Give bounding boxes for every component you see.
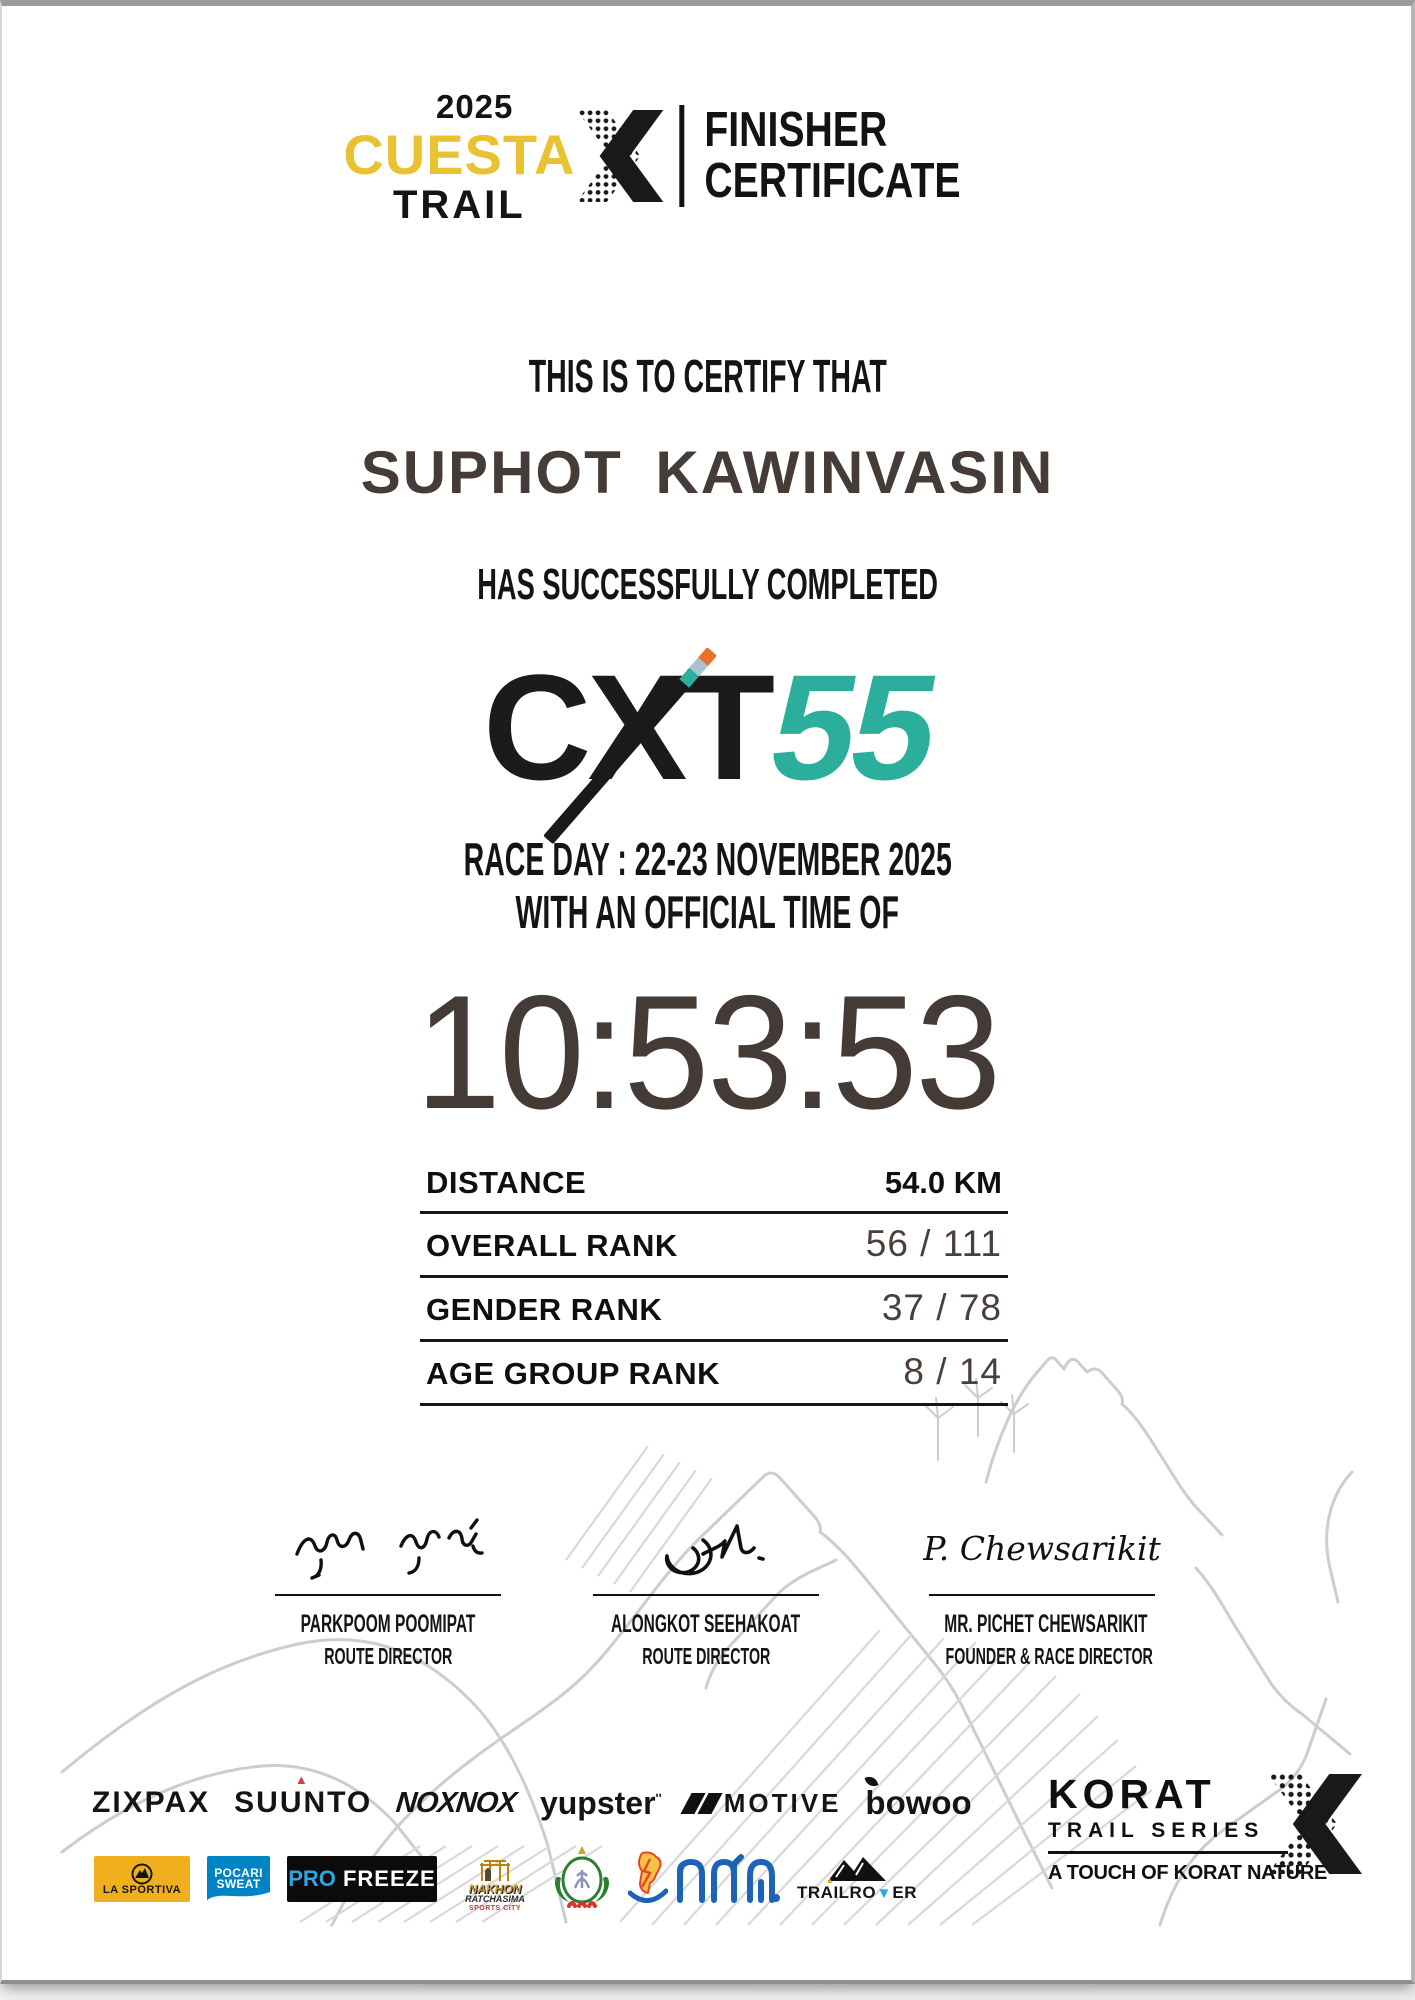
sponsor-motive: MOTIVE (680, 1788, 842, 1819)
time-label: WITH AN OFFICIAL TIME OF (515, 886, 900, 938)
nakhon-monument-icon (480, 1859, 510, 1881)
cuesta-trail-logo: 2025 CUESTA TRAIL (343, 88, 575, 225)
row-label: OVERALL RANK (426, 1228, 678, 1263)
korat-x-icon (1262, 1774, 1362, 1874)
brand-sub: TRAIL (392, 182, 526, 227)
signatory-role: ROUTE DIRECTOR (641, 1643, 771, 1669)
trailrover-wordmark: ▲ TRAILRO ▼ ER (797, 1876, 918, 1902)
row-value: 37 / 78 (881, 1287, 1002, 1328)
sponsor-noxnox: NOXNOX (394, 1786, 518, 1819)
sponsor-yupster: yupsterʹʹ (539, 1784, 662, 1821)
title-line2: CERTIFICATE (704, 154, 961, 209)
signature-1-icon (295, 1518, 484, 1580)
sponsor-trailrover: ▲ TRAILRO ▼ ER (797, 1855, 917, 1903)
trailrover-orange-triangle-icon: ▲ (826, 1876, 835, 1885)
sponsor-nakhon-ratchasima: NAKHON RATCHASIMA SPORTS CITY (454, 1845, 536, 1913)
korat-trail-series-logo: KORAT TRAIL SERIES A TOUCH OF KORAT NATU… (1048, 1774, 1354, 1885)
signature-2-icon (664, 1524, 765, 1576)
sponsor-row-1: ZIXPAX ▲ SUUNTO NOXNOX yupsterʹʹ MOTIVE … (92, 1772, 972, 1822)
race-day: RACE DAY : 22-23 NOVEMBER 2025 (463, 833, 952, 885)
completed-label: HAS SUCCESSFULLY COMPLETED (477, 560, 938, 609)
brand-year: 2025 (435, 88, 514, 125)
event-logo-cxt55: C X T 55 (483, 632, 947, 845)
results-table: DISTANCE 54.0 KM OVERALL RANK 56 / 111 G… (420, 1156, 1008, 1406)
certificate-title: FINISHER CERTIFICATE (704, 105, 1024, 207)
sponsor-la-sportiva: LA SPORTIVA (94, 1856, 190, 1902)
event-logo-t: T (683, 643, 775, 811)
korat-divider (1048, 1851, 1288, 1854)
row-value: 56 / 111 (865, 1223, 1002, 1264)
signatory-3: P. Chewsarikit MR. PICHET CHEWSARIKIT FO… (882, 1506, 1202, 1670)
title-line1: FINISHER (704, 103, 888, 158)
sponsor-suunto: ▲ SUUNTO (234, 1772, 373, 1819)
header-divider (679, 105, 685, 208)
signature-script: P. Chewsarikit (922, 1529, 1161, 1568)
trailrover-mountain-icon (828, 1857, 887, 1881)
event-logo-c: C (483, 643, 591, 811)
sponsor-zixpax: ZIXPAX (92, 1786, 211, 1819)
event-logo-distance: 55 (758, 643, 947, 811)
table-row: GENDER RANK 37 / 78 (420, 1278, 1008, 1342)
signatory-name: MR. PICHET CHEWSARIKIT (944, 1610, 1148, 1638)
suunto-triangle-icon: ▲ (294, 1772, 310, 1787)
table-row: AGE GROUP RANK 8 / 14 (420, 1342, 1008, 1406)
table-row: DISTANCE 54.0 KM (420, 1156, 1008, 1214)
provincial-seal-icon (555, 1846, 609, 1908)
header: 2025 CUESTA TRAIL FINISHER CERTIFICATE (343, 88, 1024, 225)
row-label: GENDER RANK (426, 1292, 663, 1327)
signatory-1: PARKPOOM POOMIPAT ROUTE DIRECTOR (228, 1506, 548, 1670)
sponsor-pro-freeze: PRO FREEZE (287, 1856, 437, 1902)
athlete-name: SUPHOT KAWINVASIN (360, 439, 1055, 506)
certify-intro: THIS IS TO CERTIFY THAT (528, 350, 887, 402)
signatory-2: ALONGKOT SEEHAKOAT ROUTE DIRECTOR (546, 1506, 866, 1670)
sponsor-pocari-sweat: POCARI SWEAT (207, 1856, 270, 1902)
brand-x-icon (571, 103, 663, 209)
signature-line (929, 1594, 1155, 1596)
yupster-smiley-icon: ʹʹ (655, 1789, 662, 1805)
row-value: 8 / 14 (903, 1351, 1002, 1392)
motive-arrows-icon (680, 1792, 723, 1814)
row-label: DISTANCE (426, 1165, 587, 1200)
sponsor-bowoo: bowoo (864, 1774, 972, 1822)
signature-line (275, 1594, 501, 1596)
row-label: AGE GROUP RANK (426, 1356, 721, 1391)
la-sportiva-mountain-icon (131, 1863, 153, 1884)
egat-thai-wordmark-icon (676, 1854, 780, 1903)
signatory-name: ALONGKOT SEEHAKOAT (611, 1610, 801, 1638)
signature-line (593, 1594, 819, 1596)
brand-name: CUESTA (343, 123, 576, 186)
trailrover-cyan-triangle-icon: ▼ (876, 1885, 892, 1902)
sponsor-row-2: LA SPORTIVA POCARI SWEAT PRO FREEZE (94, 1844, 932, 1914)
signatory-role: ROUTE DIRECTOR (323, 1643, 453, 1669)
table-row: OVERALL RANK 56 / 111 (420, 1214, 1008, 1278)
official-time: 10:53:53 (415, 962, 1002, 1143)
sponsor-egat (628, 1851, 780, 1907)
row-value: 54.0 KM (884, 1165, 1002, 1200)
signature-3-icon: P. Chewsarikit (922, 1529, 1161, 1568)
signatory-name: PARKPOOM POOMIPAT (300, 1610, 476, 1638)
egat-map-icon (628, 1851, 668, 1903)
signatory-role: FOUNDER & RACE DIRECTOR (945, 1643, 1153, 1669)
